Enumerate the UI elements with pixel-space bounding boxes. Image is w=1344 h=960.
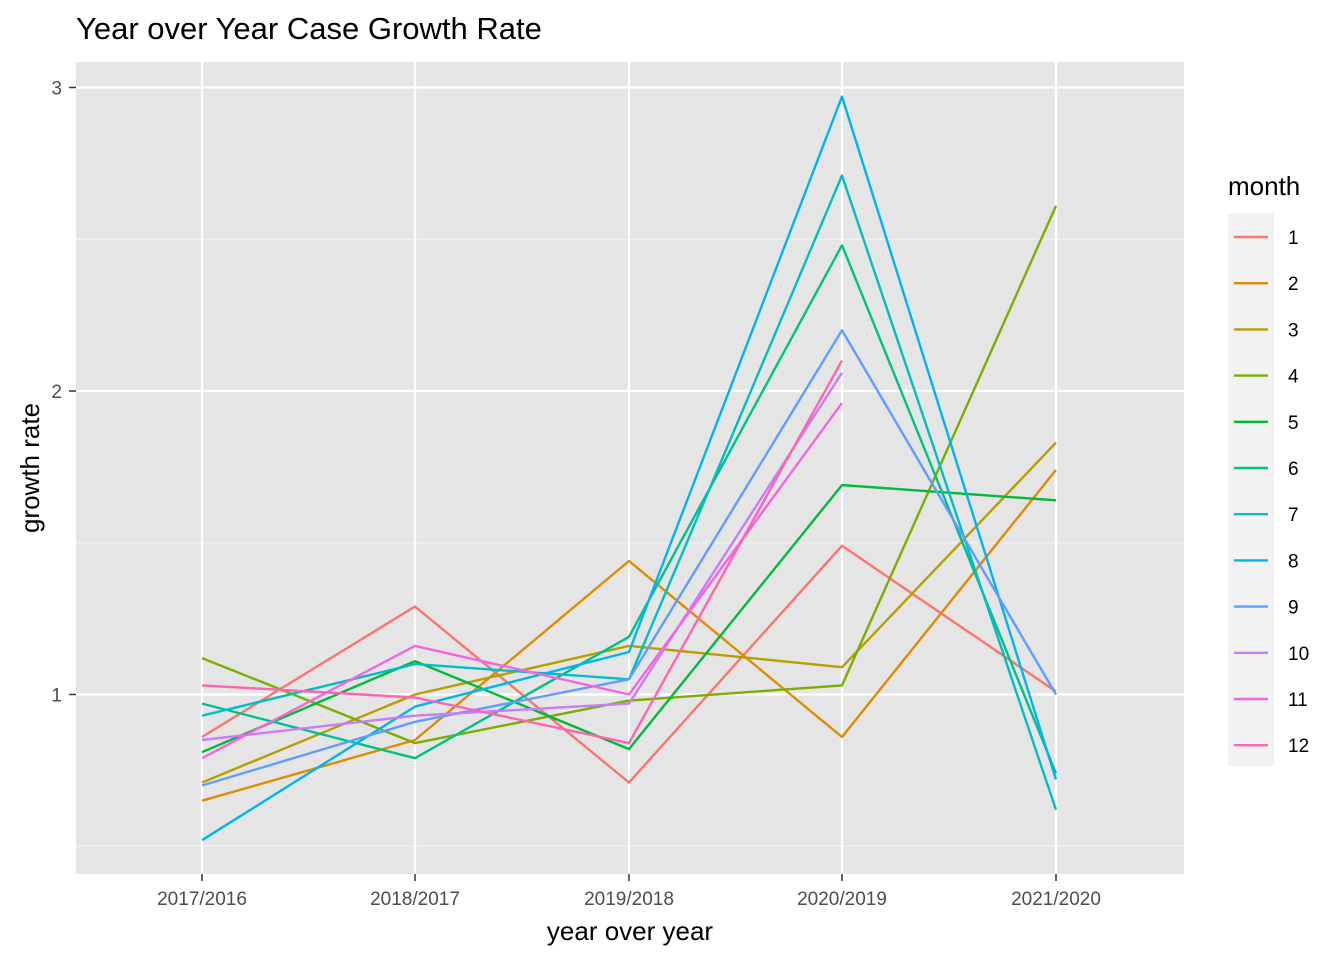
legend-label-month-1: 1 [1288,228,1299,249]
y-axis-title: growth rate [15,403,45,533]
legend-label-month-11: 11 [1288,690,1308,711]
legend-label-month-7: 7 [1288,505,1299,526]
series-lines [201,95,1058,842]
legend-label-month-9: 9 [1288,598,1299,619]
series-line-month-4 [201,205,1058,745]
series-line-month-9 [201,329,1058,787]
series-line-month-6 [201,244,1058,774]
series-line-month-10 [201,372,844,742]
legend-label-month-8: 8 [1288,551,1299,572]
series-line-month-5 [201,483,1057,754]
series-line-month-11 [201,402,843,760]
x-tick-label: 2020/2019 [797,889,887,910]
legend-label-month-12: 12 [1288,736,1309,757]
legend-label-month-4: 4 [1288,367,1299,388]
series-line-month-2 [201,469,1057,802]
x-tick-label: 2018/2017 [370,889,460,910]
y-tick-label: 1 [51,686,62,707]
y-axis: 1 2 3 [51,79,76,707]
legend-label-month-6: 6 [1288,459,1299,480]
legend-title: month [1228,171,1300,201]
series-line-month-8 [201,95,1058,842]
legend-label-month-3: 3 [1288,320,1299,341]
x-tick-label: 2019/2018 [584,889,674,910]
legend-key-background [1228,213,1274,766]
legend-label-month-5: 5 [1288,413,1299,434]
series-line-month-1 [201,544,1057,784]
legend-label-month-10: 10 [1288,644,1309,665]
legend-label-month-2: 2 [1288,274,1299,295]
series-line-month-12 [201,360,844,745]
x-tick-label: 2017/2016 [157,889,247,910]
y-tick-label: 3 [51,79,62,100]
y-tick-label: 2 [51,382,62,403]
x-axis: 2017/2016 2018/2017 2019/2018 2020/2019 2021… [157,874,1101,910]
x-axis-title: year over year [547,916,714,946]
x-tick-label: 2021/2020 [1011,889,1101,910]
chart-title: Year over Year Case Growth Rate [76,11,542,46]
major-gridlines [76,62,1184,874]
